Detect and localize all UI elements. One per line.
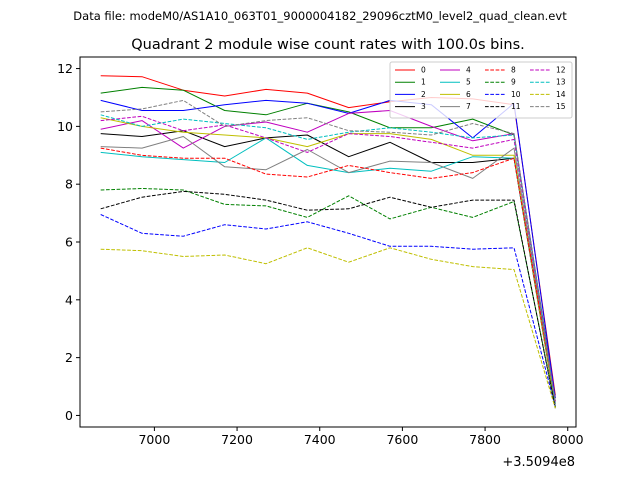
series-line-14 [100, 247, 556, 409]
series-line-6 [100, 117, 556, 407]
x-offset-label: +3.5094e8 [502, 455, 575, 470]
x-tick-label: 7200 [221, 432, 253, 447]
y-tick-label: 10 [57, 119, 73, 134]
chart-title: Quadrant 2 module wise count rates with … [131, 37, 525, 53]
legend-label-6: 6 [466, 90, 471, 99]
series-line-13 [100, 114, 556, 403]
series-line-9 [100, 188, 556, 407]
legend-label-13: 13 [556, 78, 566, 87]
legend-label-7: 7 [466, 102, 471, 111]
x-tick-label: 7000 [138, 432, 170, 447]
series-line-7 [100, 136, 556, 404]
legend-label-8: 8 [511, 66, 516, 75]
figure-suptitle: Data file: modeM0/AS1A10_063T01_90000041… [73, 9, 567, 23]
series-line-11 [100, 190, 556, 409]
series-line-1 [100, 86, 556, 399]
series-line-3 [100, 130, 556, 407]
legend-label-9: 9 [511, 78, 516, 87]
series-line-8 [100, 147, 556, 402]
series-line-5 [100, 137, 556, 404]
legend-label-12: 12 [556, 66, 566, 75]
legend-label-3: 3 [421, 102, 426, 111]
x-tick-label: 7400 [304, 432, 336, 447]
x-tick-label: 7600 [386, 432, 418, 447]
legend-label-10: 10 [511, 90, 521, 99]
series-line-2 [100, 99, 556, 399]
y-tick-label: 2 [65, 350, 73, 365]
legend-box [389, 61, 573, 119]
legend-label-1: 1 [421, 78, 426, 87]
plot-area [100, 75, 556, 409]
y-tick-label: 0 [65, 408, 73, 423]
y-tick-label: 12 [57, 61, 73, 76]
x-tick-label: 7800 [469, 432, 501, 447]
series-line-10 [100, 214, 556, 407]
legend-label-2: 2 [421, 90, 426, 99]
x-tick-label: 8000 [552, 432, 584, 447]
legend-label-0: 0 [421, 66, 426, 75]
legend-label-15: 15 [556, 102, 566, 111]
legend-label-14: 14 [556, 90, 566, 99]
legend-label-5: 5 [466, 78, 471, 87]
series-line-4 [100, 110, 556, 402]
y-tick-label: 4 [65, 292, 73, 307]
legend-label-4: 4 [466, 66, 471, 75]
series-line-12 [100, 115, 556, 403]
y-tick-label: 8 [65, 177, 73, 192]
series-line-15 [100, 99, 556, 404]
y-tick-label: 6 [65, 235, 73, 250]
legend-label-11: 11 [511, 102, 521, 111]
